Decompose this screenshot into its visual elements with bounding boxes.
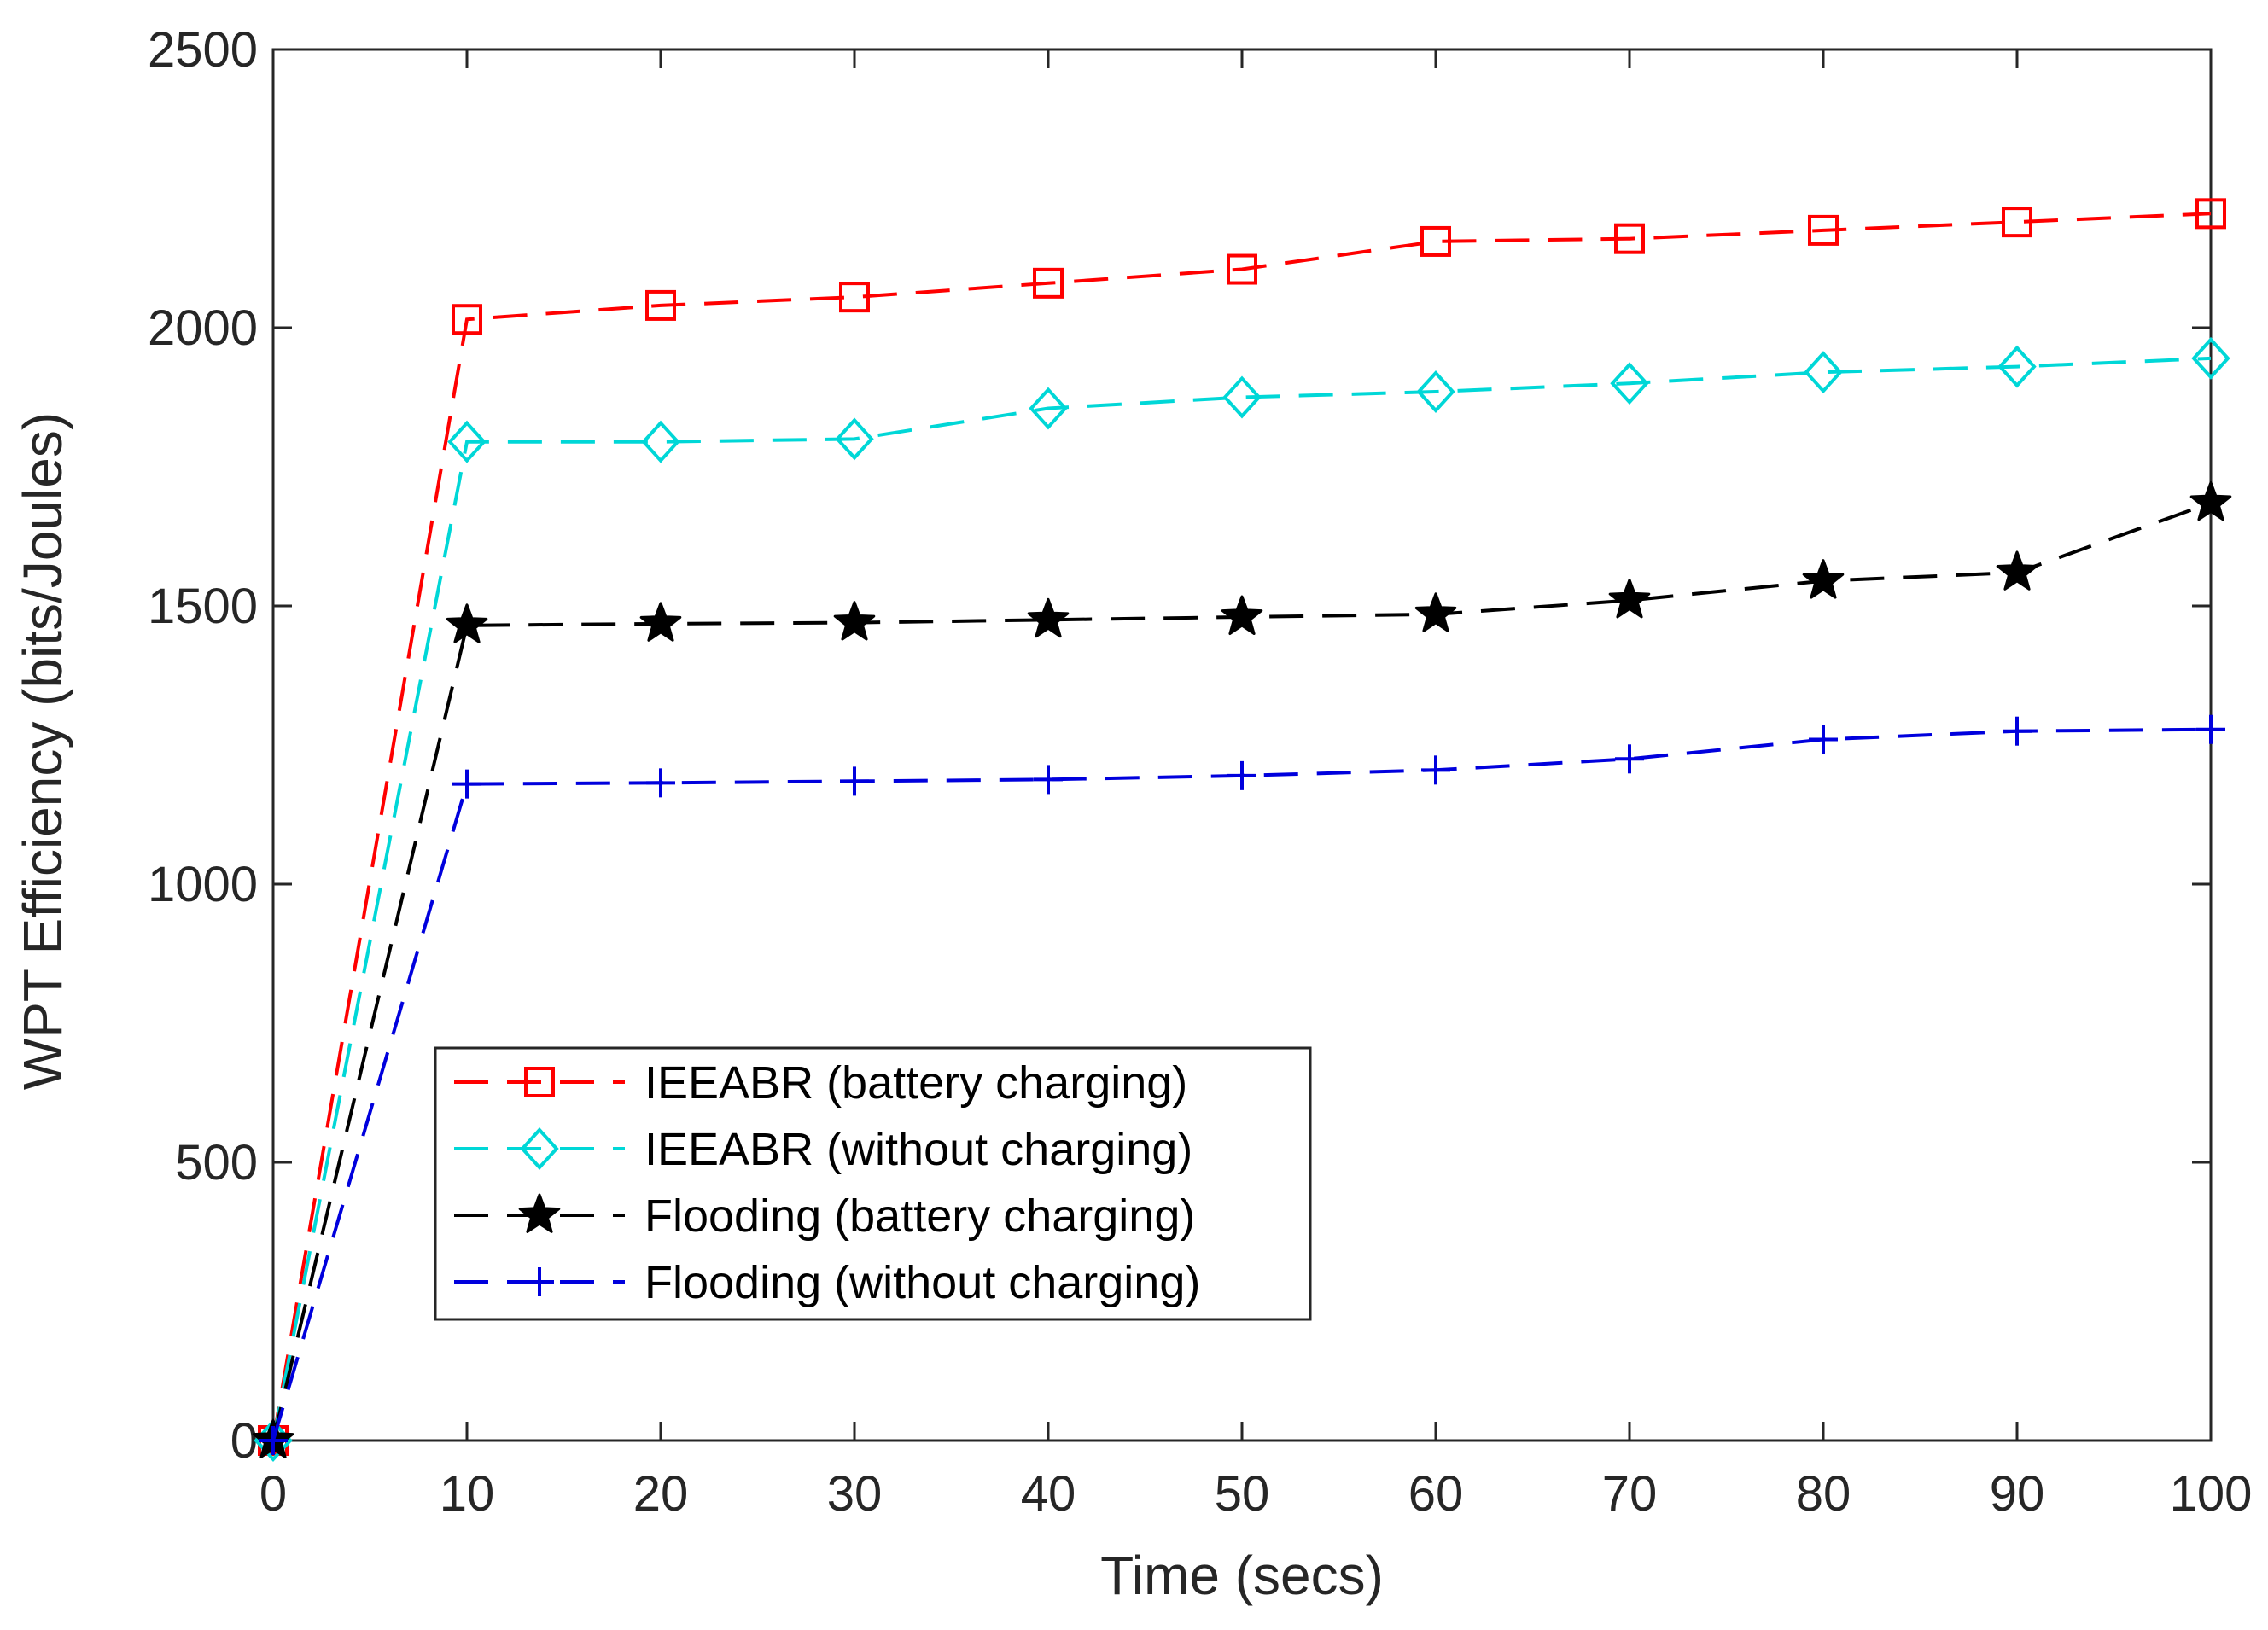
data-point-marker xyxy=(641,420,680,463)
data-point-marker xyxy=(2191,336,2230,380)
y-tick-label: 1500 xyxy=(148,579,258,634)
data-point-marker xyxy=(1809,725,1838,754)
data-point-marker xyxy=(2196,714,2225,744)
legend-item: IEEABR (without charging) xyxy=(454,1124,1192,1175)
axis-ticks: 0 10 20 30 40 50 60 70 80 90 100050010001500200025… xyxy=(148,22,2252,1522)
x-tick-label: 50 xyxy=(1215,1466,1270,1522)
x-tick-label: 60 xyxy=(1408,1466,1464,1522)
x-tick-label: 10 xyxy=(440,1466,495,1522)
legend-label: Flooding (battery charging) xyxy=(644,1190,1195,1242)
series-line xyxy=(271,356,2212,1441)
series-3 xyxy=(252,480,2232,1458)
data-point-marker xyxy=(447,420,487,463)
legend-item: Flooding (without charging) xyxy=(454,1257,1200,1308)
data-point-marker xyxy=(1227,760,1256,790)
data-point-marker xyxy=(1804,351,1843,394)
data-point-marker xyxy=(1420,225,1451,257)
x-tick-label: 0 xyxy=(259,1466,287,1522)
data-point-marker xyxy=(452,304,482,335)
data-point-marker xyxy=(1996,550,2038,591)
data-point-marker xyxy=(1221,595,1263,635)
data-point-marker xyxy=(1421,755,1450,785)
legend: IEEABR (battery charging) IEEABR (without… xyxy=(434,1046,1312,1321)
series-group xyxy=(252,198,2232,1462)
data-point-marker xyxy=(2189,480,2232,521)
data-point-marker xyxy=(1610,362,1649,405)
data-point-marker xyxy=(2002,207,2032,238)
y-axis-title: WPT Efficiency (bits/Joules) xyxy=(12,412,73,1090)
y-tick-label: 2000 xyxy=(148,300,258,356)
data-point-marker xyxy=(840,766,869,796)
data-point-marker xyxy=(2003,716,2032,746)
data-point-marker xyxy=(1222,375,1262,419)
data-point-marker xyxy=(1227,253,1257,285)
series-4 xyxy=(259,714,2225,1455)
data-point-marker xyxy=(1029,387,1068,430)
legend-marker xyxy=(525,1267,554,1296)
x-tick-label: 20 xyxy=(633,1466,689,1522)
data-point-marker xyxy=(1414,592,1457,632)
legend-marker xyxy=(520,1127,559,1170)
x-tick-label: 80 xyxy=(1796,1466,1851,1522)
legend-marker xyxy=(518,1193,561,1233)
data-point-marker xyxy=(452,769,481,799)
data-point-marker xyxy=(833,601,876,641)
data-point-marker xyxy=(1608,579,1651,619)
data-point-marker xyxy=(1416,370,1455,413)
data-point-marker xyxy=(446,603,488,643)
legend-label: Flooding (without charging) xyxy=(644,1257,1200,1308)
x-tick-label: 100 xyxy=(2170,1466,2253,1522)
legend-label: IEEABR (without charging) xyxy=(644,1124,1192,1175)
data-point-marker xyxy=(839,282,870,313)
y-tick-label: 1000 xyxy=(148,857,258,912)
data-point-marker xyxy=(835,417,874,461)
x-tick-label: 70 xyxy=(1602,1466,1658,1522)
data-point-marker xyxy=(1802,559,1845,599)
x-tick-label: 90 xyxy=(1990,1466,2045,1522)
y-tick-label: 0 xyxy=(230,1413,258,1469)
data-point-marker xyxy=(1997,345,2037,388)
series-line xyxy=(271,212,2212,1441)
data-point-marker xyxy=(2195,198,2226,230)
y-tick-label: 2500 xyxy=(148,22,258,78)
legend-box xyxy=(434,1046,1312,1321)
data-point-marker xyxy=(1034,765,1063,795)
data-point-marker xyxy=(1027,597,1070,638)
data-point-marker xyxy=(1033,267,1064,299)
data-point-marker xyxy=(1615,744,1644,774)
y-tick-label: 500 xyxy=(175,1135,258,1190)
legend-label: IEEABR (battery charging) xyxy=(644,1057,1187,1109)
data-point-marker xyxy=(645,289,676,321)
data-point-marker xyxy=(259,1426,288,1455)
data-point-marker xyxy=(639,602,682,642)
x-tick-label: 40 xyxy=(1021,1466,1076,1522)
legend-item: Flooding (battery charging) xyxy=(454,1190,1195,1242)
data-point-marker xyxy=(646,768,675,798)
legend-item: IEEABR (battery charging) xyxy=(454,1057,1187,1109)
x-tick-label: 30 xyxy=(827,1466,883,1522)
data-point-marker xyxy=(1808,214,1839,246)
data-point-marker xyxy=(1614,223,1645,254)
legend-marker xyxy=(524,1067,555,1097)
x-axis-title: Time (secs) xyxy=(1100,1545,1384,1606)
